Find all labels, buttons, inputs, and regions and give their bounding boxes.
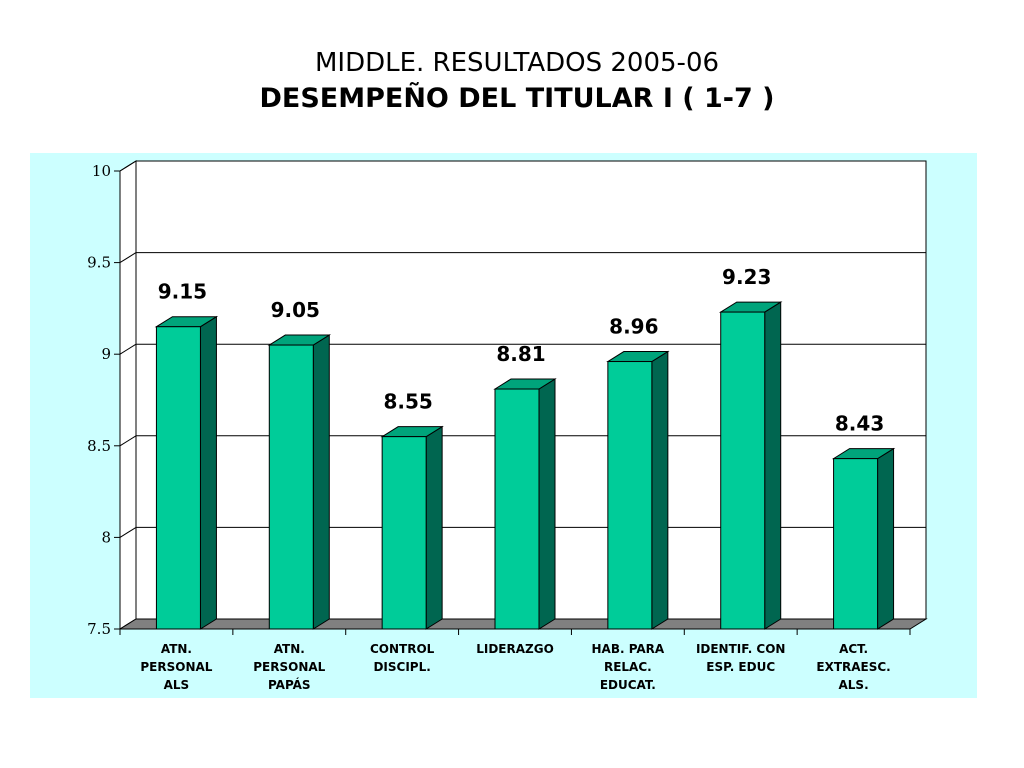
x-tick-label: PERSONAL [253,660,325,674]
bar [720,311,766,630]
bar-side [538,378,556,630]
bar-chart: 7.5 8 8.5 9 9.5 10 9.15 9.05 8.55 8.81 8.96 9.23 8.4… [87,160,928,692]
y-tick-label: 9 [101,345,111,363]
bar-side [764,301,782,630]
bar-side [312,334,330,630]
data-label: 8.55 [383,390,432,414]
x-tick-label: EDUCAT. [600,678,656,692]
x-tick-label: DISCIPL. [373,660,430,674]
data-label: 9.23 [722,265,771,289]
slide-title: MIDDLE. RESULTADOS 2005-06 [314,48,720,78]
x-tick-label: ACT. [839,642,868,656]
data-label: 9.15 [158,280,207,304]
x-tick-label: LIDERAZGO [476,642,554,656]
gridline-side [119,252,137,264]
bar [833,458,879,630]
gridline-side [119,435,137,447]
bar-side [199,315,217,630]
data-label: 8.96 [609,315,658,339]
bar [268,344,314,630]
data-label: 8.81 [496,342,545,366]
y-tick-label: 7.5 [87,620,111,638]
plot-side-wall [119,160,137,630]
data-label: 8.43 [835,412,884,436]
bar-side [651,350,669,630]
x-tick-label: ATN. [161,642,192,656]
gridline-side [119,160,137,172]
y-tick-label: 8 [101,528,111,546]
x-tick-label: PERSONAL [140,660,212,674]
x-tick-label: ALS [164,678,190,692]
bar [155,326,201,630]
data-label: 9.05 [271,298,320,322]
gridline-side [119,343,137,355]
x-tick-label: ESP. EDUC [706,660,775,674]
bar [494,388,540,630]
x-tick-label: IDENTIF. CON [696,642,786,656]
x-tick-label: PAPÁS [268,677,311,692]
y-tick-label: 9.5 [87,254,111,272]
bar [381,436,427,630]
bar-side [877,447,895,630]
x-tick-label: ALS. [839,678,869,692]
x-tick-label: EXTRAESC. [816,660,890,674]
x-tick-label: HAB. PARA [591,642,664,656]
x-tick-label: ATN. [274,642,305,656]
gridline-side [119,526,137,538]
y-tick-label: 10 [92,162,111,180]
x-tick-label: RELAC. [604,660,652,674]
y-tick-label: 8.5 [87,437,111,455]
bar [607,361,653,630]
chart-panel: 7.5 8 8.5 9 9.5 10 9.15 9.05 8.55 8.81 8.96 9.23 8.4… [30,153,977,698]
x-tick-label: CONTROL [370,642,435,656]
slide-subtitle: DESEMPEÑO DEL TITULAR I ( 1-7 ) [259,83,775,114]
bar-side [425,425,443,630]
